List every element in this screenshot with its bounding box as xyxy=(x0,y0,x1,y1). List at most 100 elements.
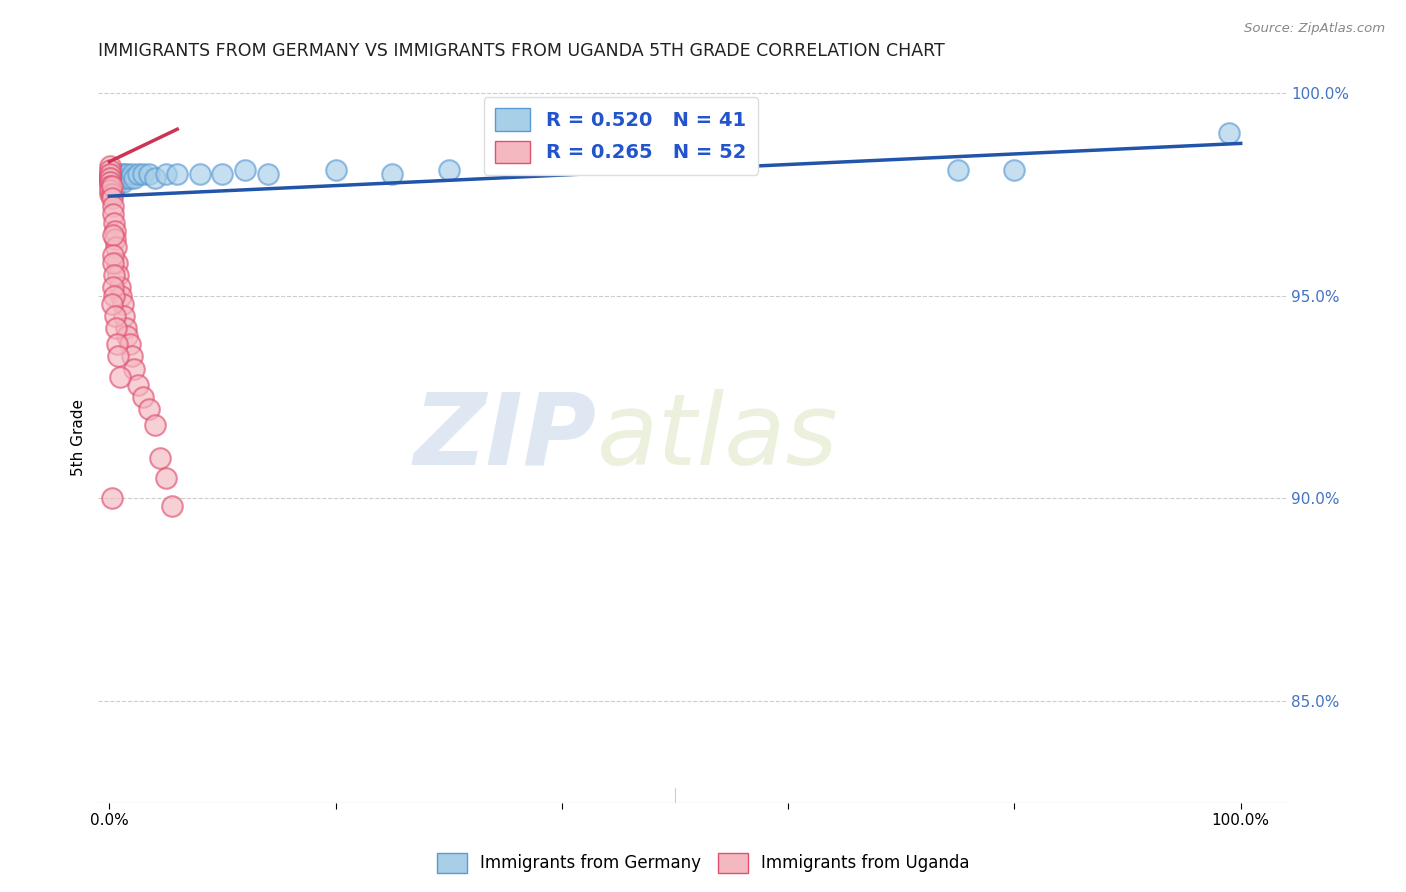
Point xyxy=(103,268,125,283)
Text: ZIP: ZIP xyxy=(413,389,598,486)
Point xyxy=(166,167,188,181)
Point xyxy=(100,179,122,194)
Point xyxy=(117,167,139,181)
Point xyxy=(115,170,138,185)
Point xyxy=(100,179,122,194)
Point xyxy=(110,288,132,302)
Legend: R = 0.520   N = 41, R = 0.265   N = 52: R = 0.520 N = 41, R = 0.265 N = 52 xyxy=(484,96,758,175)
Point xyxy=(105,170,128,185)
Point xyxy=(100,179,122,194)
Point xyxy=(100,175,122,189)
Point xyxy=(98,175,121,189)
Point xyxy=(132,390,155,404)
Point xyxy=(105,167,128,181)
Point xyxy=(103,170,125,185)
Point xyxy=(104,175,127,189)
Point xyxy=(107,268,129,283)
Point xyxy=(103,215,125,229)
Point xyxy=(112,309,135,323)
Point xyxy=(143,170,166,185)
Point xyxy=(138,167,160,181)
Point xyxy=(100,491,122,506)
Point xyxy=(381,167,404,181)
Point xyxy=(101,175,124,189)
Point xyxy=(98,170,121,185)
Point xyxy=(104,179,127,194)
Point xyxy=(149,450,172,465)
Point xyxy=(104,232,127,246)
Point xyxy=(100,170,122,185)
Point xyxy=(101,248,124,262)
Point xyxy=(437,162,460,177)
Point xyxy=(1218,126,1240,140)
Text: IMMIGRANTS FROM GERMANY VS IMMIGRANTS FROM UGANDA 5TH GRADE CORRELATION CHART: IMMIGRANTS FROM GERMANY VS IMMIGRANTS FR… xyxy=(98,42,945,60)
Point xyxy=(160,500,183,514)
Point xyxy=(118,170,141,185)
Point xyxy=(110,170,132,185)
Point xyxy=(1004,162,1026,177)
Point xyxy=(211,167,233,181)
Point xyxy=(107,349,129,363)
Point xyxy=(111,296,134,310)
Point xyxy=(105,170,128,185)
Point xyxy=(122,170,145,185)
Point xyxy=(127,377,149,392)
Point xyxy=(111,170,134,185)
Point xyxy=(100,167,122,181)
Point xyxy=(105,240,128,254)
Point xyxy=(138,402,160,417)
Point xyxy=(100,187,122,202)
Point xyxy=(105,175,128,189)
Point xyxy=(100,170,122,185)
Point xyxy=(132,167,155,181)
Point xyxy=(108,280,131,294)
Point xyxy=(101,280,124,294)
Point xyxy=(143,418,166,433)
Point xyxy=(103,288,125,302)
Point xyxy=(101,183,124,197)
Point xyxy=(100,175,122,189)
Point xyxy=(100,296,122,310)
Point xyxy=(101,227,124,242)
Point xyxy=(121,167,143,181)
Point xyxy=(98,167,121,181)
Point xyxy=(98,162,121,177)
Text: Source: ZipAtlas.com: Source: ZipAtlas.com xyxy=(1244,22,1385,36)
Point xyxy=(110,167,132,181)
Point xyxy=(98,159,121,173)
Point xyxy=(188,167,211,181)
Point xyxy=(100,191,122,205)
Point xyxy=(98,170,121,185)
Point xyxy=(107,175,129,189)
Point xyxy=(946,162,969,177)
Point xyxy=(105,337,128,351)
Point xyxy=(325,162,347,177)
Legend: Immigrants from Germany, Immigrants from Uganda: Immigrants from Germany, Immigrants from… xyxy=(430,847,976,880)
Point xyxy=(104,309,127,323)
Point xyxy=(100,183,122,197)
Point xyxy=(127,167,149,181)
Point xyxy=(98,167,121,181)
Point xyxy=(118,337,141,351)
Point xyxy=(108,170,131,185)
Point xyxy=(108,369,131,384)
Point xyxy=(117,329,139,343)
Point xyxy=(122,361,145,376)
Y-axis label: 5th Grade: 5th Grade xyxy=(72,399,86,476)
Point xyxy=(115,321,138,335)
Point xyxy=(105,321,128,335)
Point xyxy=(112,167,135,181)
Point xyxy=(104,224,127,238)
Point xyxy=(155,471,177,485)
Point xyxy=(105,256,128,270)
Point xyxy=(100,187,122,202)
Point xyxy=(101,199,124,213)
Point xyxy=(233,162,256,177)
Point xyxy=(101,256,124,270)
Point xyxy=(155,167,177,181)
Point xyxy=(121,349,143,363)
Point xyxy=(111,175,134,189)
Point xyxy=(101,207,124,221)
Text: atlas: atlas xyxy=(598,389,838,486)
Point xyxy=(256,167,278,181)
